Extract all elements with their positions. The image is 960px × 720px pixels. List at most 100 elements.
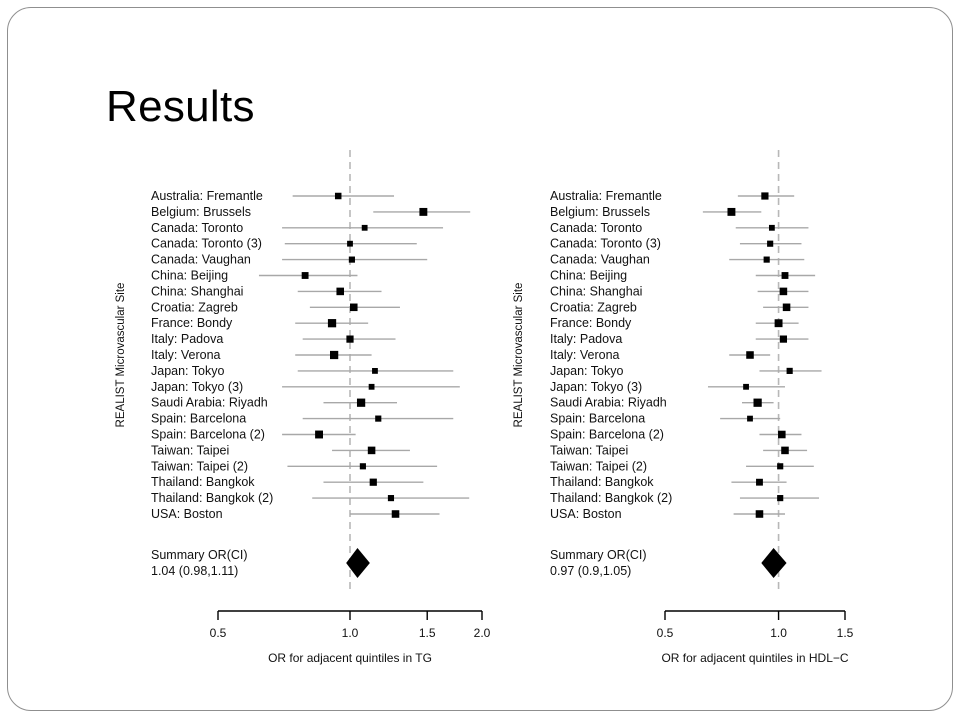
- site-label: Taiwan: Taipei: [550, 443, 628, 457]
- summary-value: 0.97 (0.9,1.05): [550, 564, 631, 578]
- site-label: China: Beijing: [151, 269, 228, 283]
- site-label: Belgium: Brussels: [550, 205, 650, 219]
- site-label: Thailand: Bangkok (2): [550, 491, 672, 505]
- x-tick-label: 1.5: [837, 626, 854, 640]
- point-estimate: [768, 224, 775, 231]
- point-estimate: [753, 398, 762, 407]
- site-label: Australia: Fremantle: [550, 189, 662, 203]
- x-tick-label: 2.0: [474, 626, 491, 640]
- forest-plot-hdl: REALIST Microvascular Site Australia: Fre…: [513, 150, 854, 665]
- site-label: Canada: Vaughan: [151, 253, 251, 267]
- x-tick-label: 0.5: [657, 626, 674, 640]
- point-estimate: [781, 446, 789, 455]
- point-estimate: [361, 224, 368, 231]
- point-estimate: [782, 303, 791, 312]
- site-label: Canada: Toronto: [550, 221, 642, 235]
- site-label: Italy: Padova: [550, 332, 622, 346]
- forest-plot-tg: REALIST Microvascular Site Australia: Fre…: [115, 150, 491, 665]
- point-estimate: [372, 368, 378, 374]
- point-estimate: [763, 256, 770, 263]
- site-label: Spain: Barcelona: [550, 412, 645, 426]
- point-estimate: [375, 415, 382, 422]
- point-estimate: [359, 463, 366, 470]
- point-estimate: [315, 430, 324, 439]
- point-estimate: [747, 415, 753, 422]
- site-label: Croatia: Zagreb: [151, 300, 238, 314]
- point-estimate: [369, 478, 377, 486]
- point-estimate: [419, 207, 428, 216]
- point-estimate: [777, 495, 784, 502]
- point-estimate: [356, 398, 366, 407]
- site-label: Spain: Barcelona: [151, 412, 246, 426]
- site-label: Japan: Tokyo: [550, 364, 623, 378]
- site-label: Taiwan: Taipei (2): [151, 459, 248, 473]
- site-label: USA: Boston: [151, 507, 223, 521]
- site-label: Belgium: Brussels: [151, 205, 251, 219]
- site-label: Canada: Toronto (3): [151, 237, 262, 251]
- point-estimate: [774, 319, 783, 328]
- point-estimate: [756, 478, 763, 486]
- point-estimate: [767, 240, 774, 247]
- y-axis-label: REALIST Microvascular Site: [115, 283, 127, 428]
- point-estimate: [761, 192, 769, 200]
- slide-frame: [7, 7, 953, 711]
- site-label: Spain: Barcelona (2): [151, 428, 265, 442]
- point-estimate: [368, 383, 375, 390]
- point-estimate: [743, 383, 749, 390]
- site-label: Canada: Toronto (3): [550, 237, 661, 251]
- summary-diamond: [346, 548, 370, 578]
- summary-label: Summary OR(CI): [550, 548, 647, 562]
- point-estimate: [348, 256, 355, 263]
- site-label: Taiwan: Taipei: [151, 443, 229, 457]
- point-estimate: [367, 446, 376, 455]
- point-estimate: [778, 430, 786, 439]
- site-label: France: Bondy: [151, 316, 233, 330]
- site-label: China: Shanghai: [550, 284, 642, 298]
- x-tick-label: 1.0: [770, 626, 787, 640]
- site-label: Canada: Toronto: [151, 221, 243, 235]
- point-estimate: [334, 192, 342, 200]
- point-estimate: [327, 319, 337, 328]
- point-estimate: [336, 287, 345, 296]
- site-label: Italy: Verona: [151, 348, 221, 362]
- point-estimate: [746, 351, 754, 359]
- x-tick-label: 1.5: [419, 626, 436, 640]
- site-label: Saudi Arabia: Riyadh: [151, 396, 268, 410]
- site-label: Thailand: Bangkok (2): [151, 491, 273, 505]
- x-axis-label: OR for adjacent quintiles in TG: [268, 651, 432, 665]
- point-estimate: [779, 335, 788, 343]
- site-label: Taiwan: Taipei (2): [550, 459, 647, 473]
- point-estimate: [301, 272, 309, 279]
- site-label: Canada: Vaughan: [550, 253, 650, 267]
- y-axis-label: REALIST Microvascular Site: [513, 283, 525, 428]
- summary-diamond: [761, 548, 787, 578]
- site-label: Thailand: Bangkok: [550, 475, 654, 489]
- slide-title: Results: [106, 82, 255, 131]
- summary-value: 1.04 (0.98,1.11): [151, 564, 238, 578]
- site-label: Croatia: Zagreb: [550, 300, 637, 314]
- point-estimate: [779, 287, 788, 296]
- point-estimate: [786, 367, 793, 374]
- site-label: China: Shanghai: [151, 284, 243, 298]
- site-label: China: Beijing: [550, 269, 627, 283]
- site-label: Japan: Tokyo (3): [550, 380, 642, 394]
- site-label: USA: Boston: [550, 507, 622, 521]
- point-estimate: [777, 463, 784, 470]
- site-label: Thailand: Bangkok: [151, 475, 255, 489]
- site-label: Australia: Fremantle: [151, 189, 263, 203]
- site-label: Japan: Tokyo: [151, 364, 224, 378]
- site-label: Italy: Verona: [550, 348, 620, 362]
- site-label: Spain: Barcelona (2): [550, 428, 664, 442]
- point-estimate: [329, 350, 339, 360]
- summary-label: Summary OR(CI): [151, 548, 248, 562]
- point-estimate: [347, 240, 353, 247]
- site-label: Saudi Arabia: Riyadh: [550, 396, 667, 410]
- site-label: Japan: Tokyo (3): [151, 380, 243, 394]
- x-tick-label: 1.0: [342, 626, 359, 640]
- x-axis-label: OR for adjacent quintiles in HDL−C: [661, 651, 848, 665]
- point-estimate: [727, 207, 736, 216]
- x-tick-label: 0.5: [210, 626, 227, 640]
- site-label: Italy: Padova: [151, 332, 223, 346]
- point-estimate: [349, 303, 358, 312]
